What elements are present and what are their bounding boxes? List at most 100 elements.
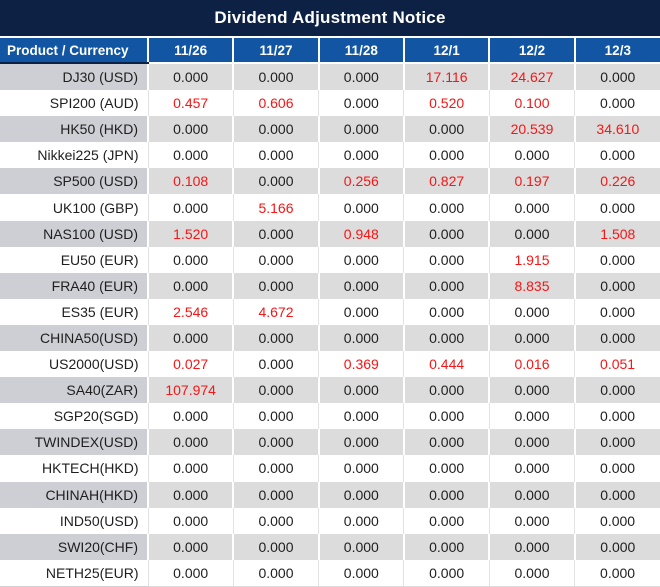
product-cell: US2000(USD) bbox=[0, 351, 148, 378]
value-cell: 0.369 bbox=[318, 351, 404, 378]
product-cell: IND50(USD) bbox=[0, 507, 148, 534]
table-row: NAS100 (USD) 1.520 0.000 0.948 0.000 0.000 1.5… bbox=[0, 220, 660, 247]
product-cell: Nikkei225 (JPN) bbox=[0, 142, 148, 169]
value-cell: 0.948 bbox=[317, 220, 404, 247]
value-cell: 0.000 bbox=[318, 559, 404, 586]
table-row: CHINA50(USD) 0.000 0.000 0.000 0.000 0.000 0.0… bbox=[0, 324, 660, 352]
value-cell: 0.000 bbox=[318, 403, 404, 430]
value-cell: 0.000 bbox=[403, 559, 490, 586]
table-row: NETH25(EUR) 0.000 0.000 0.000 0.000 0.000 0.00… bbox=[0, 559, 660, 586]
value-cell: 0.000 bbox=[318, 455, 404, 482]
value-cell: 0.000 bbox=[402, 220, 490, 247]
product-currency-header: Product / Currency bbox=[0, 36, 148, 64]
value-cell: 0.000 bbox=[317, 272, 404, 299]
value-cell: 0.000 bbox=[232, 63, 319, 91]
value-cell: 0.000 bbox=[232, 377, 319, 404]
table-row: SP500 (USD) 0.108 0.000 0.256 0.827 0.197 0.22… bbox=[0, 168, 660, 195]
value-cell: 0.000 bbox=[403, 298, 490, 325]
value-cell: 0.000 bbox=[232, 168, 319, 195]
value-cell: 0.000 bbox=[402, 533, 490, 560]
date-header: 11/26 bbox=[146, 36, 234, 64]
value-cell: 0.000 bbox=[488, 403, 575, 430]
value-cell: 0.000 bbox=[232, 116, 319, 143]
value-cell: 1.508 bbox=[573, 220, 660, 247]
product-cell: HK50 (HKD) bbox=[0, 116, 148, 143]
table-body: DJ30 (USD) 0.000 0.000 0.000 17.116 24.627 0.0… bbox=[0, 63, 660, 586]
date-header: 11/28 bbox=[317, 36, 404, 64]
value-cell: 0.000 bbox=[232, 324, 319, 352]
value-cell: 0.000 bbox=[232, 272, 319, 299]
bottom-row-sliver bbox=[0, 585, 660, 587]
value-cell: 0.100 bbox=[488, 90, 575, 117]
value-cell: 0.000 bbox=[488, 507, 575, 534]
value-cell: 0.000 bbox=[317, 481, 404, 508]
value-cell: 0.000 bbox=[402, 377, 490, 404]
value-cell: 5.166 bbox=[232, 194, 319, 221]
value-cell: 0.000 bbox=[403, 507, 490, 534]
value-cell: 0.000 bbox=[574, 142, 660, 169]
value-cell: 0.000 bbox=[403, 194, 490, 221]
value-cell: 0.000 bbox=[232, 142, 319, 169]
product-cell: NETH25(EUR) bbox=[0, 559, 148, 586]
value-cell: 0.108 bbox=[146, 168, 234, 195]
value-cell: 0.000 bbox=[232, 246, 319, 273]
table-row: HK50 (HKD) 0.000 0.000 0.000 0.000 20.539 34.6… bbox=[0, 116, 660, 143]
product-cell: SPI200 (AUD) bbox=[0, 90, 148, 117]
value-cell: 0.000 bbox=[574, 559, 660, 586]
product-cell: DJ30 (USD) bbox=[0, 63, 148, 91]
value-cell: 8.835 bbox=[488, 272, 575, 299]
value-cell: 0.000 bbox=[488, 481, 575, 508]
value-cell: 0.000 bbox=[146, 272, 234, 299]
value-cell: 2.546 bbox=[147, 298, 234, 325]
value-cell: 0.000 bbox=[318, 507, 404, 534]
value-cell: 0.000 bbox=[488, 194, 575, 221]
table-row: Nikkei225 (JPN) 0.000 0.000 0.000 0.000 0.000… bbox=[0, 142, 660, 169]
table-row: US2000(USD) 0.027 0.000 0.369 0.444 0.016 0.05… bbox=[0, 351, 660, 378]
product-cell: UK100 (GBP) bbox=[0, 194, 148, 221]
value-cell: 0.000 bbox=[317, 429, 404, 456]
value-cell: 0.000 bbox=[146, 116, 234, 143]
value-cell: 0.000 bbox=[147, 559, 234, 586]
value-cell: 0.000 bbox=[403, 455, 490, 482]
value-cell: 0.000 bbox=[232, 403, 319, 430]
value-cell: 0.827 bbox=[402, 168, 490, 195]
value-cell: 0.000 bbox=[317, 116, 404, 143]
value-cell: 0.051 bbox=[574, 351, 660, 378]
value-cell: 1.915 bbox=[488, 246, 575, 273]
table-row: EU50 (EUR) 0.000 0.000 0.000 0.000 1.915 0.000 bbox=[0, 246, 660, 273]
value-cell: 24.627 bbox=[488, 63, 575, 91]
column-header-row: Product / Currency 11/26 11/27 11/28 12/1 12… bbox=[0, 36, 660, 64]
value-cell: 0.000 bbox=[488, 324, 575, 352]
value-cell: 0.000 bbox=[574, 246, 660, 273]
value-cell: 0.000 bbox=[402, 429, 490, 456]
value-cell: 0.000 bbox=[403, 246, 490, 273]
value-cell: 0.000 bbox=[147, 507, 234, 534]
value-cell: 0.000 bbox=[232, 220, 319, 247]
product-cell: FRA40 (EUR) bbox=[0, 272, 148, 299]
value-cell: 0.000 bbox=[232, 481, 319, 508]
value-cell: 0.457 bbox=[147, 90, 234, 117]
value-cell: 0.000 bbox=[403, 403, 490, 430]
product-cell: SP500 (USD) bbox=[0, 168, 148, 195]
value-cell: 0.000 bbox=[232, 455, 319, 482]
value-cell: 20.539 bbox=[488, 116, 575, 143]
table-row: HKTECH(HKD) 0.000 0.000 0.000 0.000 0.000 0.00… bbox=[0, 455, 660, 482]
value-cell: 0.000 bbox=[573, 429, 660, 456]
value-cell: 0.000 bbox=[488, 377, 575, 404]
value-cell: 0.016 bbox=[488, 351, 575, 378]
table-row: CHINAH(HKD) 0.000 0.000 0.000 0.000 0.000 0.00… bbox=[0, 481, 660, 508]
value-cell: 0.000 bbox=[147, 403, 234, 430]
product-cell: EU50 (EUR) bbox=[0, 246, 148, 273]
value-cell: 0.000 bbox=[318, 90, 404, 117]
product-cell: SWI20(CHF) bbox=[0, 533, 148, 560]
value-cell: 0.000 bbox=[317, 63, 404, 91]
value-cell: 0.000 bbox=[146, 533, 234, 560]
date-header: 12/3 bbox=[573, 36, 660, 64]
value-cell: 0.000 bbox=[402, 272, 490, 299]
value-cell: 0.000 bbox=[402, 116, 490, 143]
value-cell: 0.520 bbox=[403, 90, 490, 117]
value-cell: 0.000 bbox=[573, 533, 660, 560]
value-cell: 0.000 bbox=[573, 377, 660, 404]
product-cell: CHINA50(USD) bbox=[0, 324, 148, 352]
value-cell: 4.672 bbox=[232, 298, 319, 325]
